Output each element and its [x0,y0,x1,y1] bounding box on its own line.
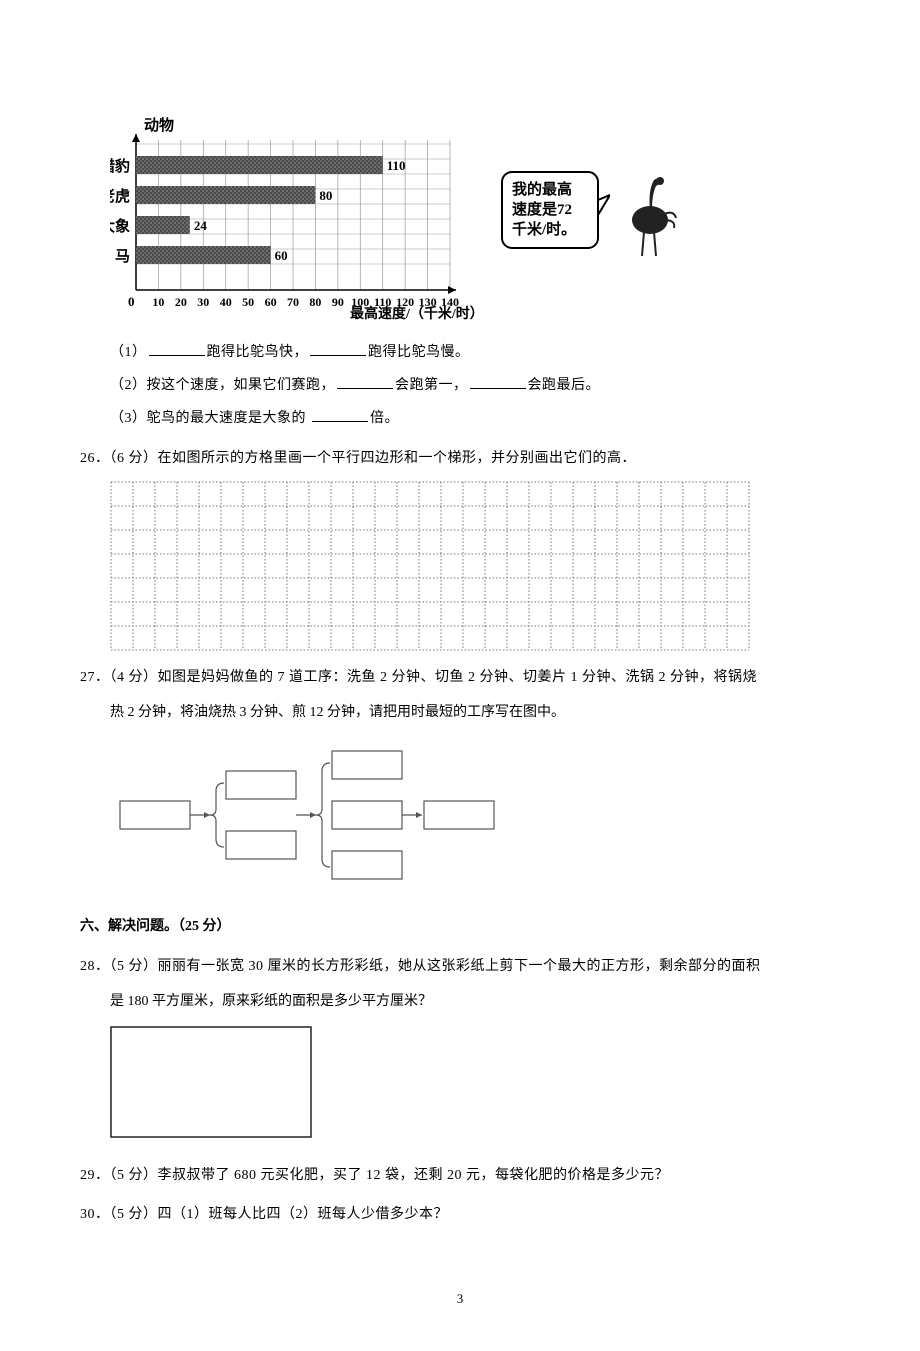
section-6-heading: 六、解决问题。（25 分） [80,914,840,939]
q28-rectangle [110,1026,840,1147]
q25-sub3: （3）鸵鸟的最大速度是大象的 倍。 [110,406,840,431]
ostrich-speech-section: 我的最高 速度是72 千米/时。 [500,170,680,260]
blank[interactable] [312,408,368,422]
q27-text: 27．（4 分）如图是妈妈做鱼的 7 道工序：洗鱼 2 分钟、切鱼 2 分钟、切… [80,665,840,690]
blank[interactable] [149,342,205,356]
q29-text: 29．（5 分）李叔叔带了 680 元买化肥，买了 12 袋，还剩 20 元，每… [80,1163,840,1188]
y-axis-title: 动物 [144,116,174,134]
q25-sub2: （2）按这个速度，如果它们赛跑，会跑第一，会跑最后。 [110,373,840,398]
ostrich-icon [620,170,680,260]
svg-text:千米/时。: 千米/时。 [512,220,576,238]
svg-text:20: 20 [175,295,187,309]
svg-text:30: 30 [197,295,209,309]
dotted-grid [110,481,750,651]
svg-text:110: 110 [387,158,406,173]
animal-speed-chart-section: 动物 102030405060708090100110120130140110猎… [110,110,840,320]
speech-bubble: 我的最高 速度是72 千米/时。 [500,170,610,260]
svg-text:老虎: 老虎 [110,187,130,205]
x-axis-title: 最高速度/（千米/时） [350,305,480,320]
q25-sub1: （1）跑得比鸵鸟快，跑得比鸵鸟慢。 [110,340,840,365]
animal-speed-bar-chart: 动物 102030405060708090100110120130140110猎… [110,110,480,320]
svg-text:80: 80 [319,188,332,203]
svg-text:猎豹: 猎豹 [110,157,130,175]
svg-text:60: 60 [275,248,288,263]
blank[interactable] [337,375,393,389]
q30-text: 30．（5 分）四（1）班每人比四（2）班每人少借多少本？ [80,1202,840,1227]
page-number: 3 [80,1287,840,1310]
blank[interactable] [470,375,526,389]
svg-text:大象: 大象 [110,217,130,235]
svg-text:0: 0 [128,294,135,309]
svg-text:60: 60 [265,295,277,309]
svg-text:10: 10 [152,295,164,309]
q26-text: 26．（6 分）在如图所示的方格里画一个平行四边形和一个梯形，并分别画出它们的高… [80,446,840,471]
svg-text:70: 70 [287,295,299,309]
svg-text:40: 40 [220,295,232,309]
q28-text-cont: 是 180 平方厘米，原来彩纸的面积是多少平方厘米？ [110,989,840,1014]
svg-text:50: 50 [242,295,254,309]
svg-text:我的最高: 我的最高 [512,180,572,198]
q28-text: 28．（5 分）丽丽有一张宽 30 厘米的长方形彩纸，她从这张彩纸上剪下一个最大… [80,954,840,979]
blank[interactable] [310,342,366,356]
svg-text:24: 24 [194,218,208,233]
svg-text:90: 90 [332,295,344,309]
q27-text-cont: 热 2 分钟，将油烧热 3 分钟、煎 12 分钟，请把用时最短的工序写在图中。 [110,700,840,725]
q26-grid [110,481,840,651]
svg-text:80: 80 [309,295,321,309]
q27-process-diagram [110,745,840,894]
svg-text:马: 马 [115,248,130,265]
svg-text:速度是72: 速度是72 [512,200,572,218]
